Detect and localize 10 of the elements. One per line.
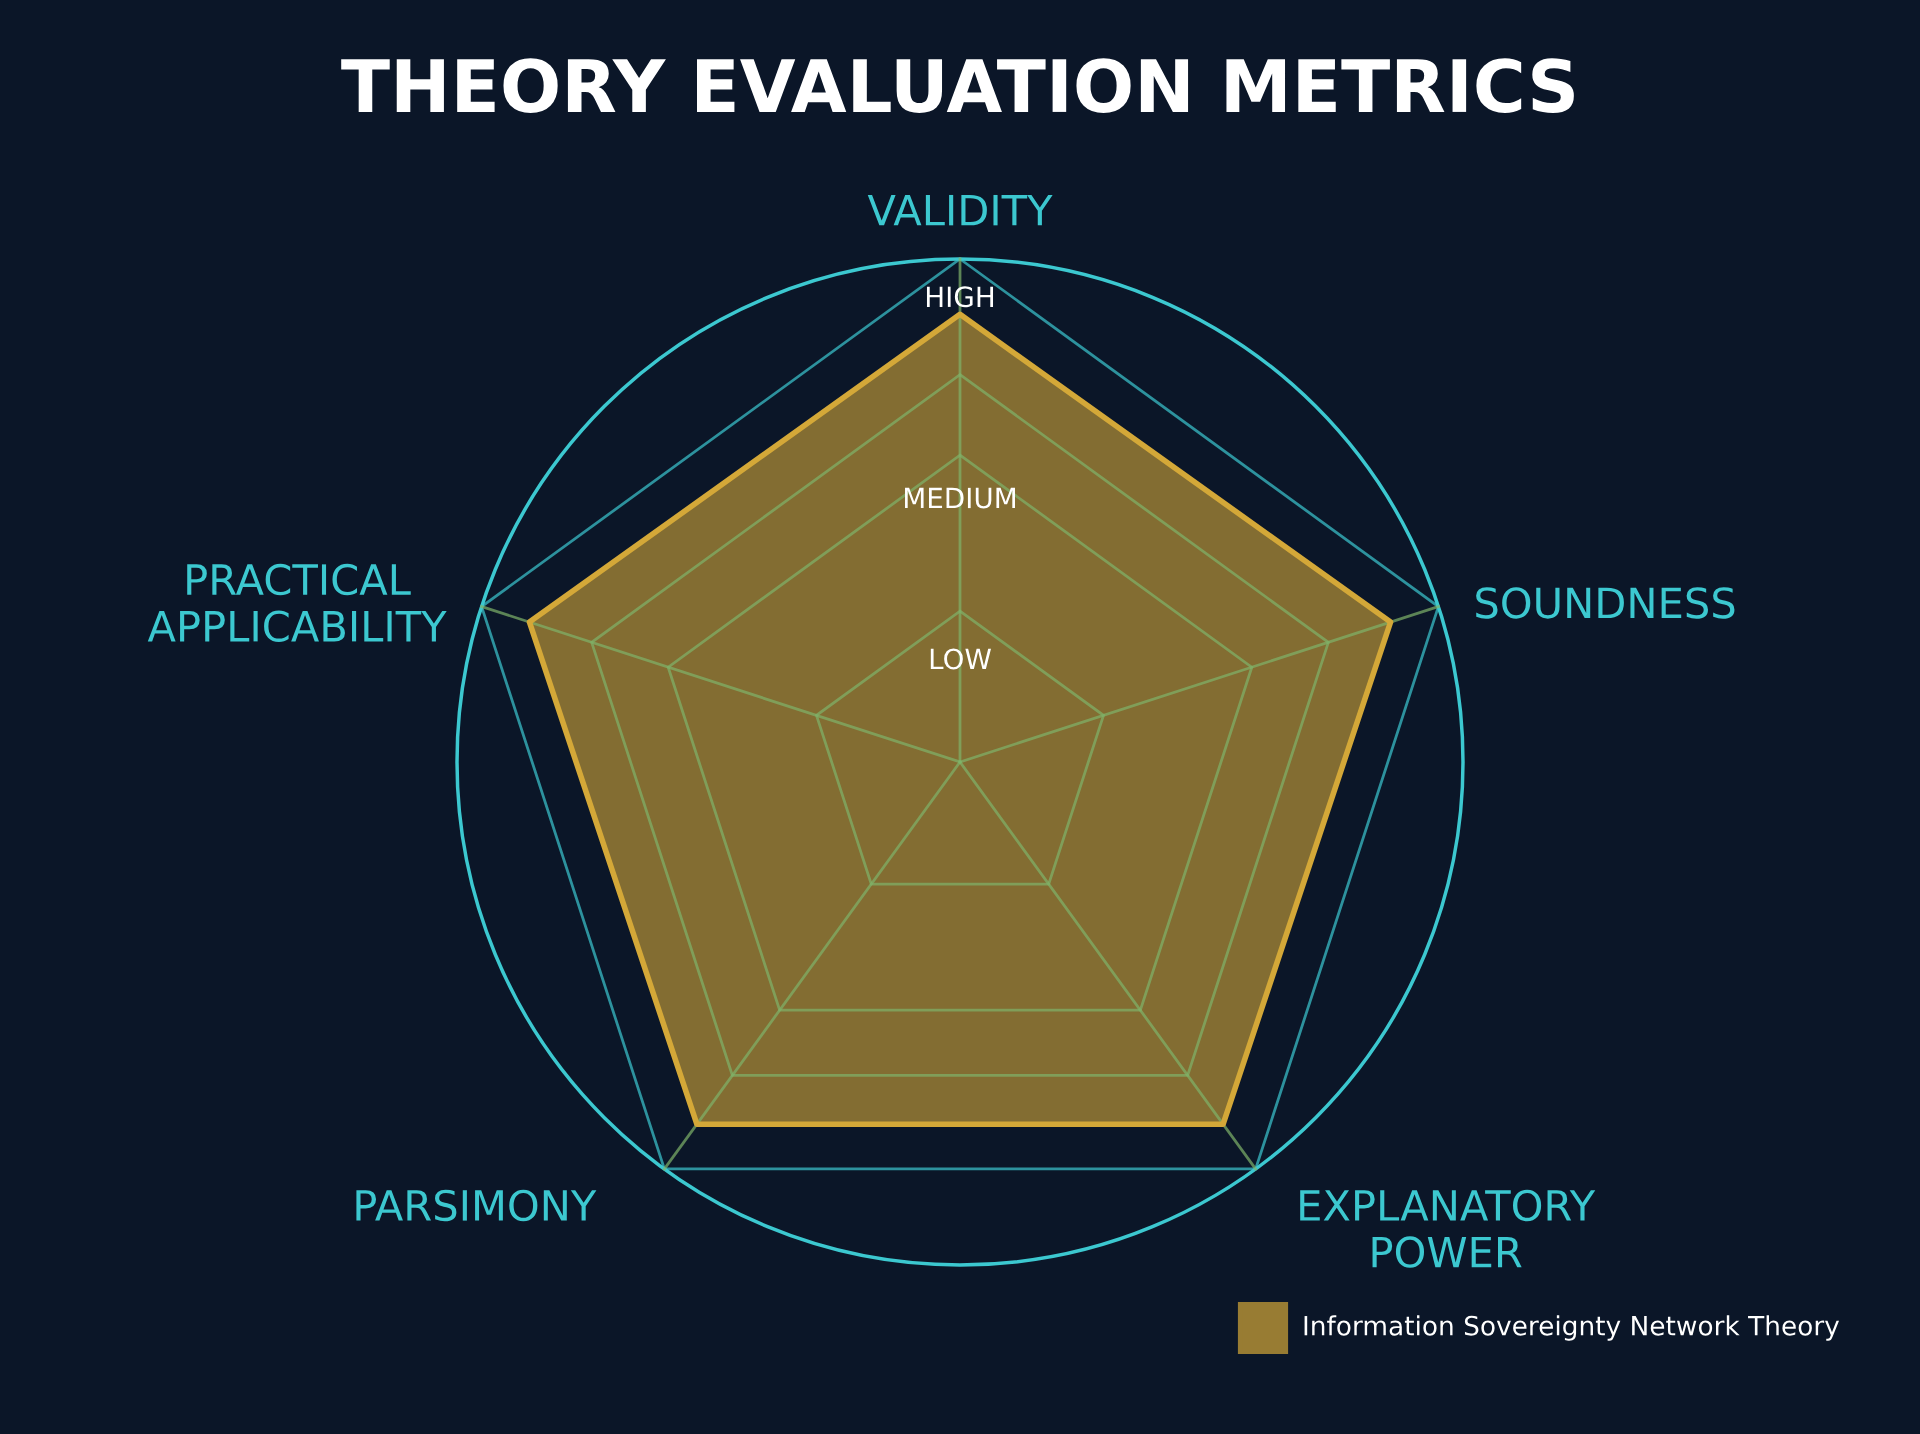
chart-title: THEORY EVALUATION METRICS (341, 58, 1574, 113)
spoke-label: VALIDITY (867, 194, 1053, 226)
spoke-label: PRACTICAL APPLICABILITY (147, 563, 447, 642)
text: LOW (930, 648, 991, 670)
text: HIGH (926, 286, 994, 308)
text: MEDIUM (905, 487, 1015, 509)
legend-label: Information Sovereignty Network Theory (1304, 1315, 1840, 1341)
spoke-label: PARSIMONY (356, 1189, 597, 1222)
spoke-label: EXPLANATORY POWER (1300, 1189, 1596, 1268)
spoke-label: SOUNDNESS (1476, 587, 1735, 619)
